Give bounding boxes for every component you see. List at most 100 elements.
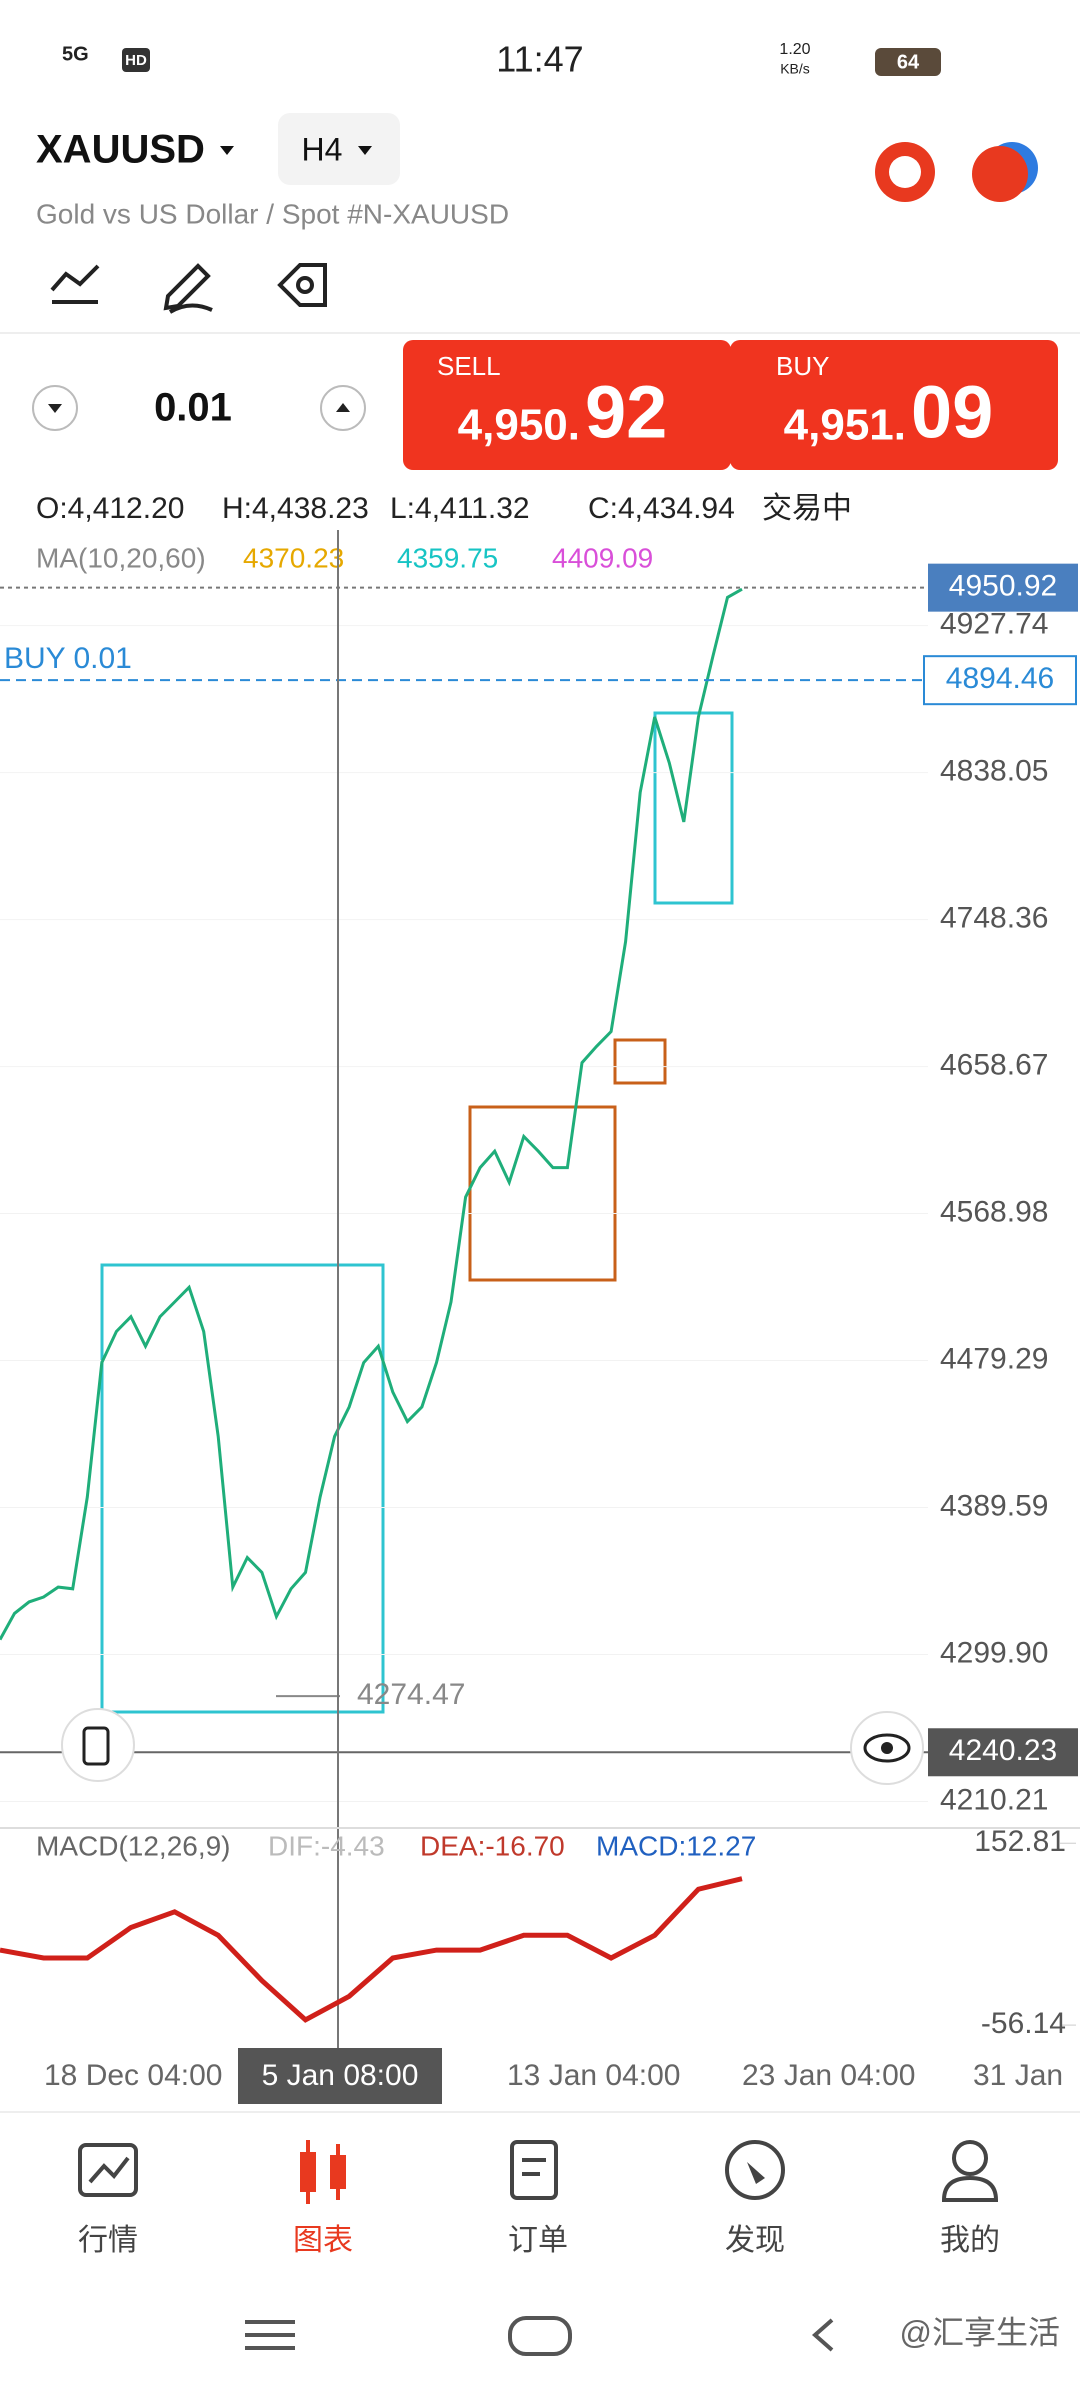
settings-tool[interactable]	[277, 263, 327, 307]
x-tick-label: 31 Jan	[973, 2059, 1063, 2092]
nav-label[interactable]: 订单	[508, 2224, 568, 2257]
price-chart: 4927.74 4838.05 4748.36 4658.67 4568.98 4479.…	[0, 563, 1078, 1816]
low-marker: 4274.47	[357, 1678, 465, 1711]
net-speed-unit: KB/s	[780, 61, 810, 77]
y-tick-label: 4479.29	[940, 1342, 1048, 1375]
macd-value: MACD:12.27	[596, 1830, 756, 1861]
settings-dot	[296, 276, 314, 294]
nav-label[interactable]: 行情	[78, 2224, 138, 2257]
ohlc-open: O:4,412.20	[36, 492, 184, 525]
clock-face	[889, 156, 921, 188]
y-tick-label: 4927.74	[940, 608, 1048, 641]
nav-icon-me[interactable]	[952, 2140, 988, 2176]
buy-price-big[interactable]: 09	[911, 371, 993, 454]
position-label: BUY 0.01	[4, 642, 132, 675]
rotate-button[interactable]	[61, 1708, 135, 1782]
buy-label[interactable]: BUY	[776, 351, 829, 381]
macd-dea-line	[0, 1876, 743, 2023]
nav-label[interactable]: 发现	[725, 2224, 785, 2257]
buy-button[interactable]	[730, 340, 1058, 470]
symbol[interactable]: XAUUSD	[36, 128, 205, 172]
crosshair-price: 4240.23	[949, 1734, 1057, 1767]
drawn-box[interactable]	[100, 1263, 385, 1714]
nav-icon-me-body	[941, 2175, 999, 2202]
hd: HD	[125, 52, 147, 69]
nav-icon-discover-needle	[747, 2162, 765, 2184]
y-tick-label: 4838.05	[940, 755, 1048, 788]
hd-badge	[122, 48, 150, 72]
indicator-tool[interactable]	[50, 264, 100, 304]
timeframe[interactable]: H4	[302, 131, 343, 167]
volume-up[interactable]	[320, 385, 366, 431]
nav-icon-orders[interactable]	[510, 2140, 558, 2200]
macd-chart: 152.81 -56.14	[0, 1825, 1076, 2040]
sell-price-big[interactable]: 92	[585, 371, 667, 454]
nav-icon-market[interactable]	[78, 2143, 138, 2197]
volume[interactable]: 0.01	[154, 386, 232, 430]
ma60: 4409.09	[552, 542, 653, 573]
nav-label[interactable]: 图表	[293, 2224, 353, 2257]
subtitle: Gold vs US Dollar / Spot #N-XAUUSD	[36, 198, 509, 229]
net-speed: 1.20	[779, 41, 810, 58]
rotate-icon	[82, 1726, 110, 1766]
buy-price-main[interactable]: 4,951.	[784, 401, 906, 450]
macd-dea: DEA:-16.70	[420, 1830, 565, 1861]
ma20: 4359.75	[397, 542, 498, 573]
timeframe-button[interactable]	[278, 113, 400, 185]
eye-pupil	[881, 1742, 893, 1754]
ma10: 4370.23	[243, 542, 344, 573]
system-home[interactable]	[508, 2316, 572, 2356]
x-tick-label: 13 Jan 04:00	[507, 2059, 680, 2092]
nav-icon-orders-lines	[522, 2158, 546, 2176]
crosshair-time-box	[238, 2048, 442, 2104]
volume-down-arrow	[48, 404, 62, 413]
nav-icon-discover[interactable]	[725, 2140, 785, 2200]
position-price: 4894.46	[946, 662, 1054, 695]
y-tick-label: 4299.90	[940, 1636, 1048, 1669]
sell-label[interactable]: SELL	[437, 351, 501, 381]
macd-tick-label: 152.81	[974, 1825, 1066, 1858]
ma-label: MA(10,20,60)	[36, 542, 206, 573]
flash-icon[interactable]	[972, 146, 1028, 202]
trade-status: 交易中	[762, 492, 852, 525]
eye-icon	[863, 1733, 911, 1763]
crosshair-price-box	[928, 1728, 1078, 1777]
battery	[875, 48, 941, 76]
macd-title: MACD(12,26,9)	[36, 1830, 231, 1861]
x-tick-label: 18 Dec 04:00	[44, 2059, 222, 2092]
drawn-box[interactable]	[613, 1038, 667, 1085]
current-price-box	[928, 563, 1078, 612]
macd-dif: DIF:-4.43	[268, 1830, 385, 1861]
y-tick-label: 4210.21	[940, 1783, 1048, 1816]
battery-level: 64	[897, 51, 920, 73]
y-tick-label: 4568.98	[940, 1195, 1048, 1228]
nav-label[interactable]: 我的	[940, 2224, 1000, 2257]
volume-down[interactable]	[32, 385, 78, 431]
ohlc-close: C:4,434.94	[588, 492, 735, 525]
drawn-box[interactable]	[653, 711, 734, 905]
sell-button[interactable]	[403, 340, 731, 470]
ohlc-high: H:4,438.23	[222, 492, 369, 525]
y-tick-label: 4658.67	[940, 1048, 1048, 1081]
price-line	[0, 587, 743, 1641]
position-price-box	[923, 655, 1077, 706]
time: 11:47	[496, 39, 583, 80]
draw-tool[interactable]	[163, 263, 213, 314]
y-tick-label: 4389.59	[940, 1489, 1048, 1522]
watermark: @汇享生活	[900, 2314, 1061, 2350]
volume-up-arrow	[336, 403, 350, 412]
x-tick-label: 23 Jan 04:00	[742, 2059, 915, 2092]
nav-icon-market-line	[88, 2156, 130, 2184]
symbol-dropdown[interactable]	[220, 146, 234, 155]
system-menu[interactable]	[245, 2320, 295, 2350]
current-price: 4950.92	[949, 570, 1057, 603]
network: 5G	[62, 43, 89, 65]
y-tick-label: 4748.36	[940, 902, 1048, 935]
system-back[interactable]	[811, 2318, 834, 2352]
sell-price-main[interactable]: 4,950.	[458, 401, 580, 450]
timeframe-dropdown	[358, 146, 372, 155]
drawn-box[interactable]	[468, 1105, 617, 1282]
crosshair-time: 5 Jan 08:00	[262, 2059, 419, 2092]
